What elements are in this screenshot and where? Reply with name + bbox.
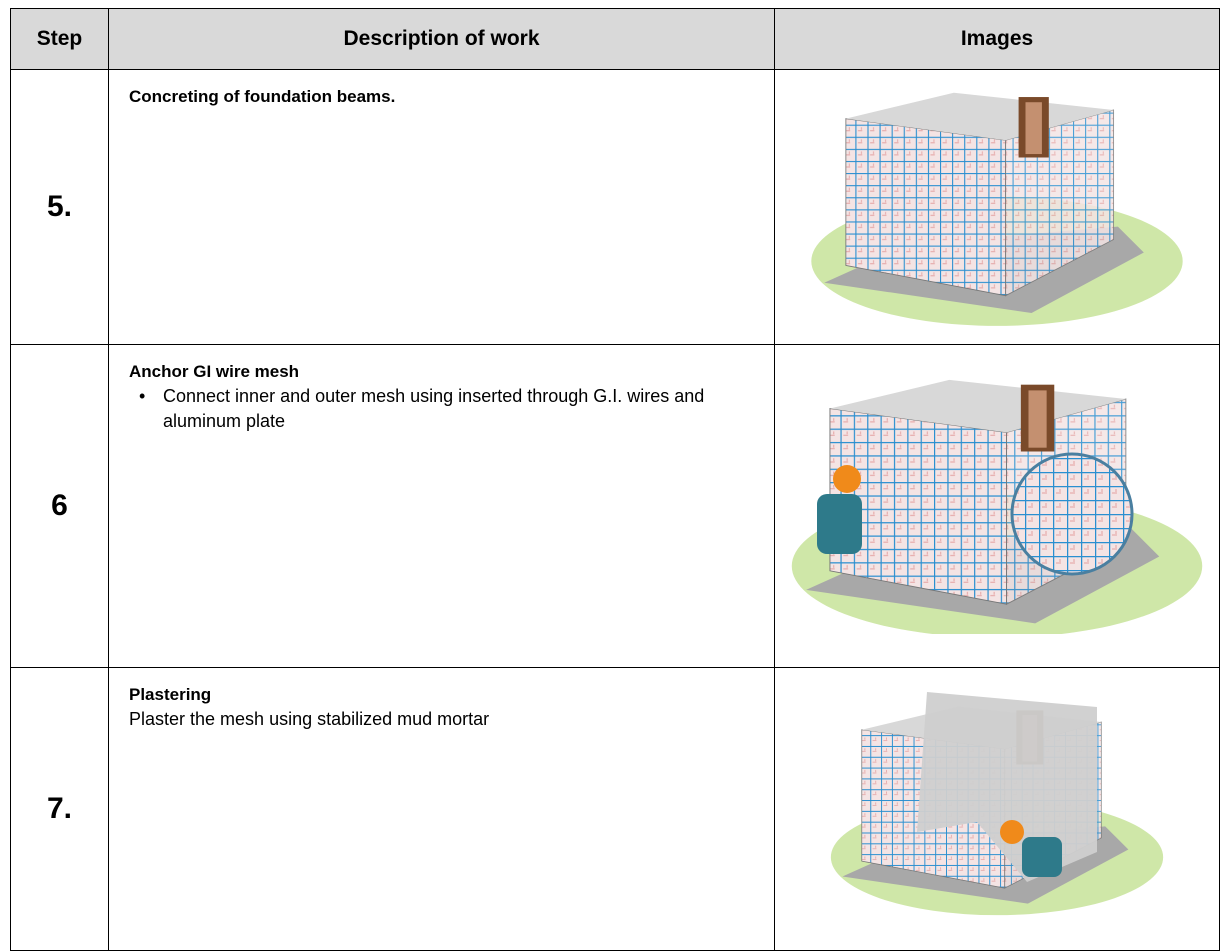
steps-table: Step Description of work Images 5. Concr… <box>10 8 1220 951</box>
image-cell <box>774 69 1220 345</box>
image-cell <box>774 344 1220 668</box>
description: Plastering Plaster the mesh using stabil… <box>108 667 775 951</box>
image-cell <box>774 667 1220 951</box>
bullet-list: Connect inner and outer mesh using inser… <box>129 384 762 434</box>
header-cell: Images <box>774 8 1220 70</box>
illustration <box>830 691 1164 916</box>
row: 6 Anchor GI wire mesh Connect inner and … <box>10 344 1220 668</box>
row: 7. Plastering Plaster the mesh using sta… <box>10 667 1220 951</box>
step-title: Concreting of foundation beams. <box>129 87 396 106</box>
step-number: 6 <box>10 344 109 668</box>
description: Concreting of foundation beams. <box>108 69 775 345</box>
row: 5. Concreting of foundation beams. <box>10 69 1220 345</box>
step-title: Plastering <box>129 685 212 704</box>
header-cell: Description of work <box>108 8 775 70</box>
step-number: 7. <box>10 667 109 951</box>
description: Anchor GI wire mesh Connect inner and ou… <box>108 344 775 668</box>
header-row: Step Description of work Images <box>10 8 1220 70</box>
step-title: Anchor GI wire mesh <box>129 362 300 381</box>
header-cell: Step <box>10 8 109 70</box>
illustration <box>791 378 1203 634</box>
illustration <box>810 91 1184 326</box>
bullet-item: Connect inner and outer mesh using inser… <box>163 384 762 434</box>
step-number: 5. <box>10 69 109 345</box>
step-text: Plaster the mesh using stabilized mud mo… <box>129 709 490 729</box>
